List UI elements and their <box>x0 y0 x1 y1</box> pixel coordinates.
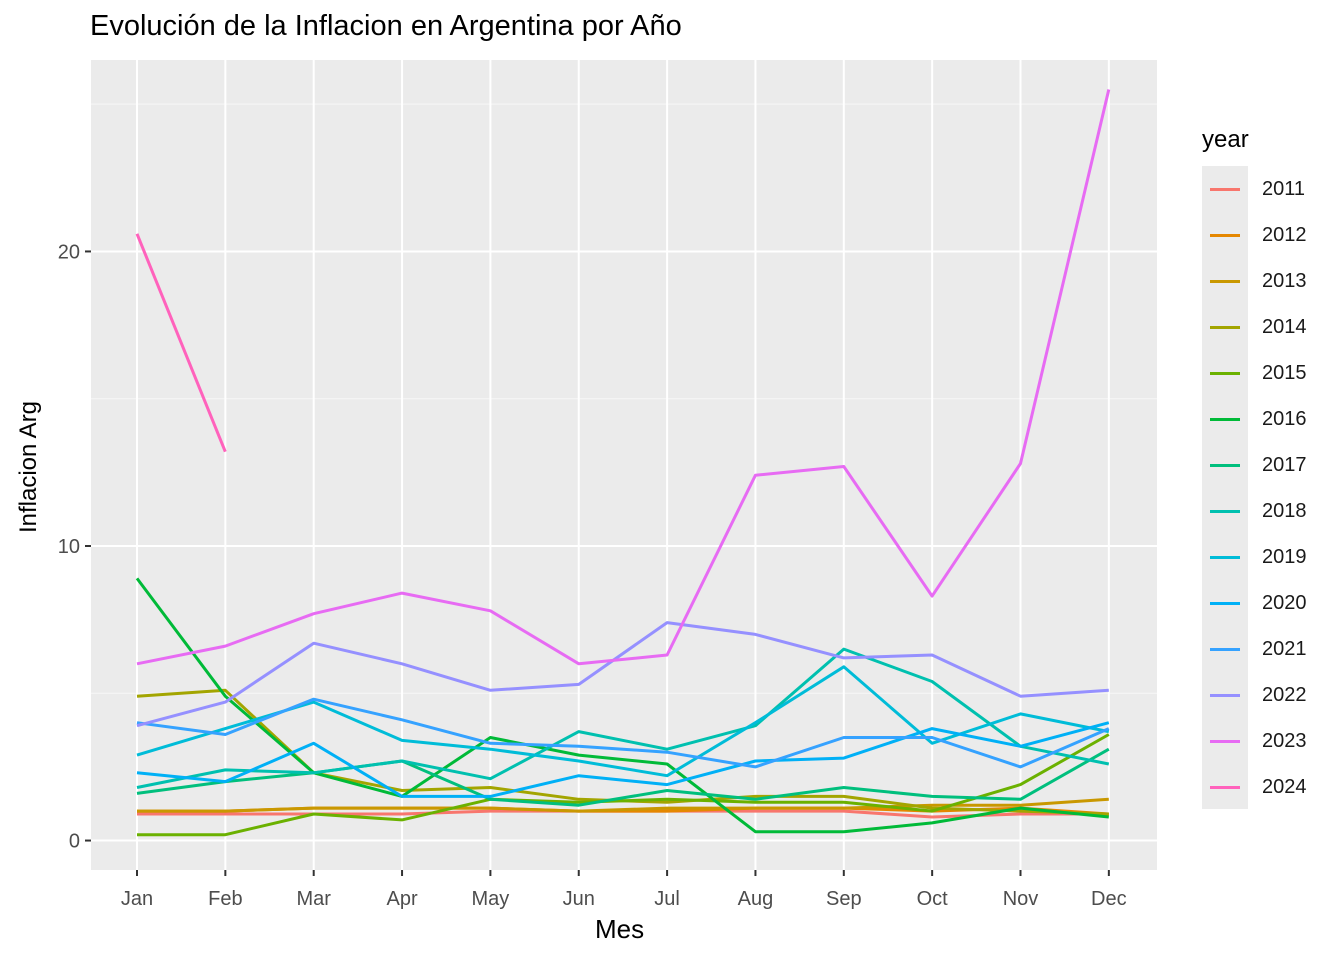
x-tick-label: Feb <box>208 888 242 910</box>
series-lines <box>135 89 1111 837</box>
legend-label: 2020 <box>1262 592 1307 614</box>
legend-label: 2012 <box>1262 224 1307 246</box>
legend-item-2023: 2023 <box>1202 718 1332 764</box>
legend-key-line <box>1210 556 1240 559</box>
legend-label: 2015 <box>1262 362 1307 384</box>
legend-label: 2024 <box>1262 776 1307 798</box>
x-tick-label: Mar <box>296 888 331 910</box>
legend-label: 2013 <box>1262 270 1307 292</box>
series-line-2022 <box>136 621 1109 728</box>
legend-item-2016: 2016 <box>1202 396 1332 442</box>
legend-label: 2019 <box>1262 546 1307 568</box>
legend-label: 2011 <box>1262 178 1306 200</box>
series-line-2015 <box>137 733 1110 837</box>
x-tick-label: May <box>472 888 510 910</box>
legend-key-line <box>1210 786 1240 789</box>
legend-key-line <box>1210 602 1240 605</box>
legend-item-2014: 2014 <box>1202 304 1332 350</box>
legend-label: 2022 <box>1262 684 1307 706</box>
x-axis: Jan Feb Mar Apr May Jun Jul Aug Sep Oct Nov Dec <box>121 870 1127 910</box>
y-axis-label: Inflacion Arg <box>15 400 42 534</box>
series-line-2023 <box>136 89 1111 666</box>
legend-item-2017: 2017 <box>1202 442 1332 488</box>
legend-key-line <box>1210 418 1240 421</box>
y-tick-label: 10 <box>58 536 80 558</box>
x-tick-label: Nov <box>1003 888 1039 910</box>
x-tick-label: Apr <box>386 888 417 910</box>
legend-key-line <box>1210 372 1240 375</box>
legend-title: year <box>1202 126 1249 153</box>
legend-key-line <box>1210 648 1240 651</box>
legend-key-line <box>1210 694 1240 697</box>
y-axis: 0 10 20 <box>58 241 91 853</box>
x-tick-label: Jun <box>563 888 595 910</box>
x-tick-label: Oct <box>917 888 949 910</box>
y-tick-label: 20 <box>58 241 80 263</box>
legend-item-2022: 2022 <box>1202 672 1332 718</box>
legend-item-2013: 2013 <box>1202 258 1332 304</box>
series-line-2018 <box>136 647 1110 789</box>
legend-key-line <box>1210 510 1240 513</box>
series-line-2017 <box>136 747 1110 807</box>
legend-item-2015: 2015 <box>1202 350 1332 396</box>
x-axis-label: Mes <box>595 914 645 944</box>
legend-key-line <box>1210 326 1240 329</box>
legend-item-2021: 2021 <box>1202 626 1332 672</box>
legend-label: 2014 <box>1262 316 1307 338</box>
series-line-2024 <box>135 233 227 453</box>
grid-minor <box>91 103 1157 694</box>
legend-key-line <box>1210 740 1240 743</box>
x-tick-label: Dec <box>1091 888 1127 910</box>
legend-key-line <box>1210 234 1240 237</box>
legend-label: 2021 <box>1262 638 1307 660</box>
x-tick-label: Jul <box>654 888 680 910</box>
series-line-2021 <box>136 697 1110 769</box>
legend-item-2018: 2018 <box>1202 488 1332 534</box>
legend-key-line <box>1210 464 1240 467</box>
legend-label: 2017 <box>1262 454 1307 476</box>
legend-key-background <box>1202 166 1248 809</box>
series-line-2016 <box>135 577 1109 834</box>
legend-label: 2016 <box>1262 408 1307 430</box>
x-tick-label: Sep <box>826 888 862 910</box>
x-tick-label: Jan <box>121 888 153 910</box>
legend-label: 2018 <box>1262 500 1307 522</box>
legend-label: 2023 <box>1262 730 1307 752</box>
series-line-2020 <box>136 721 1110 798</box>
legend-item-2012: 2012 <box>1202 212 1332 258</box>
legend-key-line <box>1210 188 1240 191</box>
y-tick-label: 0 <box>69 831 80 853</box>
legend-item-2020: 2020 <box>1202 580 1332 626</box>
x-tick-label: Aug <box>738 888 774 910</box>
legend-item-2024: 2024 <box>1202 764 1332 810</box>
legend-item-2019: 2019 <box>1202 534 1332 580</box>
legend-key-line <box>1210 280 1240 283</box>
legend-item-2011: 2011 <box>1202 166 1332 212</box>
chart-title: Evolución de la Inflacion en Argentina p… <box>90 10 682 42</box>
